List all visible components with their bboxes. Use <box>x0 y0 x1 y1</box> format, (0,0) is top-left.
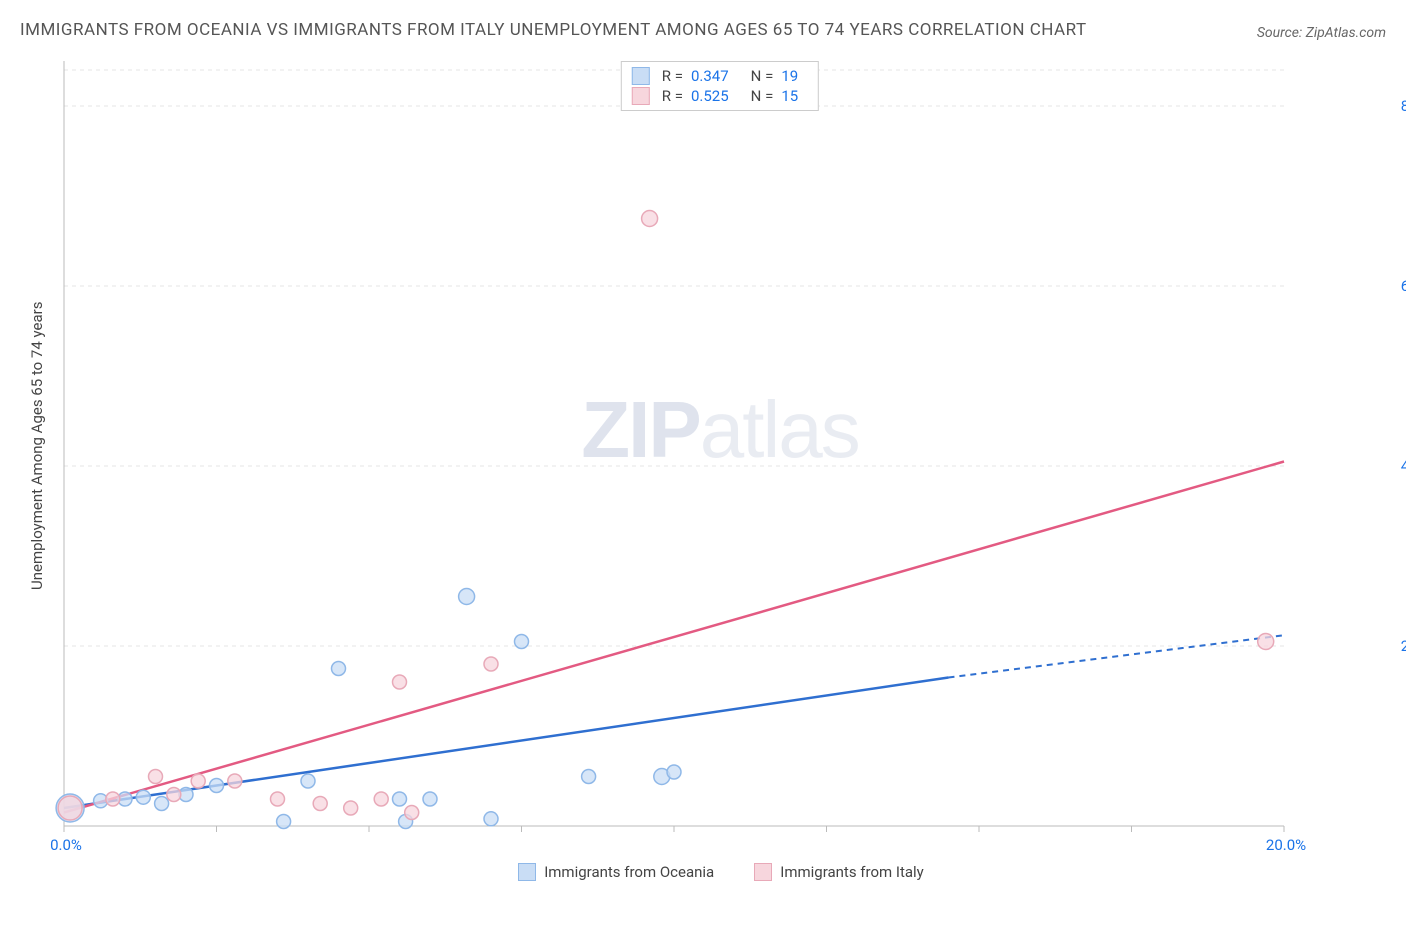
plot-container: ZIPatlas R = 0.347 N = 19 R = 0.525 N = … <box>54 56 1386 836</box>
y-tick-label: 40.0% <box>1401 457 1406 475</box>
legend-label: Immigrants from Italy <box>780 863 924 881</box>
stat-r-label: R = <box>662 67 683 85</box>
chart-header: IMMIGRANTS FROM OCEANIA VS IMMIGRANTS FR… <box>20 15 1386 46</box>
stat-r-value: 0.347 <box>691 67 729 85</box>
stat-r-label: R = <box>662 87 683 105</box>
x-axis-labels: 0.0%20.0% <box>56 836 1386 858</box>
swatch-icon <box>632 67 650 85</box>
chart-area: Unemployment Among Ages 65 to 74 years Z… <box>20 56 1386 836</box>
legend-item: Immigrants from Italy <box>754 863 924 881</box>
chart-title: IMMIGRANTS FROM OCEANIA VS IMMIGRANTS FR… <box>20 15 1087 46</box>
y-tick-label: 60.0% <box>1401 277 1406 295</box>
swatch-icon <box>632 87 650 105</box>
swatch-icon <box>518 863 536 881</box>
x-tick-label: 20.0% <box>1266 836 1306 854</box>
stats-legend-box: R = 0.347 N = 19 R = 0.525 N = 15 <box>621 61 819 111</box>
series-legend: Immigrants from Oceania Immigrants from I… <box>56 863 1386 881</box>
stats-row-oceania: R = 0.347 N = 19 <box>632 66 808 86</box>
legend-item: Immigrants from Oceania <box>518 863 714 881</box>
stat-n-label: N = <box>751 87 774 105</box>
stats-row-italy: R = 0.525 N = 15 <box>632 86 808 106</box>
swatch-icon <box>754 863 772 881</box>
stat-r-value: 0.525 <box>691 87 729 105</box>
legend-label: Immigrants from Oceania <box>544 863 714 881</box>
x-tick-label: 0.0% <box>50 836 82 854</box>
scatter-plot-svg <box>54 56 1344 836</box>
y-tick-label: 20.0% <box>1401 637 1406 655</box>
y-axis-right-labels: 20.0% 40.0% 60.0% 80.0% <box>1386 56 1406 836</box>
stat-n-label: N = <box>751 67 774 85</box>
stat-n-value: 19 <box>781 67 798 85</box>
source-attribution: Source: ZipAtlas.com <box>1257 25 1386 41</box>
y-axis-label: Unemployment Among Ages 65 to 74 years <box>20 56 54 836</box>
stat-n-value: 15 <box>781 87 798 105</box>
y-tick-label: 80.0% <box>1401 97 1406 115</box>
